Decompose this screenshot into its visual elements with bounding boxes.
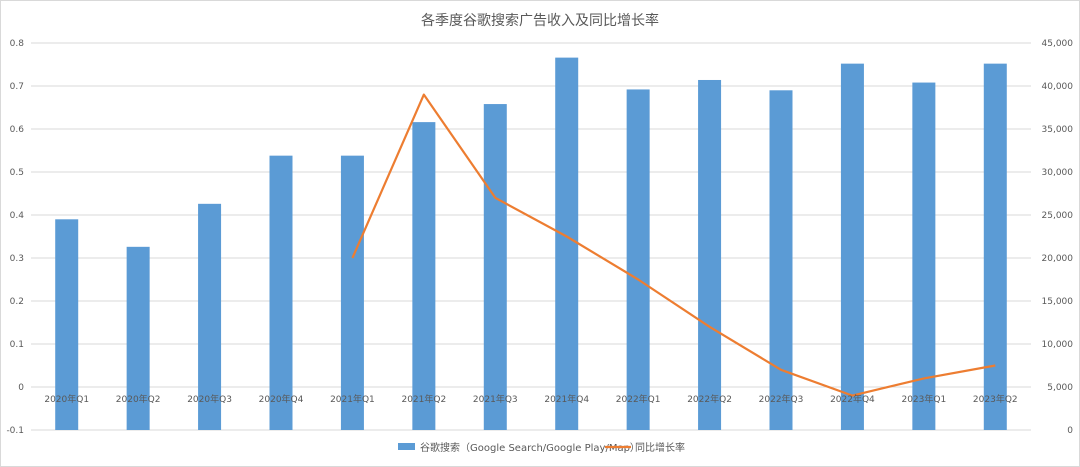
bar [555, 57, 579, 431]
chart-title: 各季度谷歌搜索广告收入及同比增长率 [421, 12, 659, 29]
bar [126, 246, 150, 430]
y-left-tick-label: 0.2 [10, 297, 24, 307]
x-tick-label: 2023年Q2 [973, 393, 1018, 405]
y-left-tick-label: 0 [18, 383, 24, 393]
bar [340, 155, 364, 430]
bar [983, 63, 1007, 430]
x-tick-label: 2022年Q1 [616, 393, 661, 405]
x-tick-label: 2022年Q4 [830, 393, 875, 405]
y-left-tick-label: 0.1 [10, 340, 24, 350]
x-tick-label: 2021年Q2 [401, 393, 446, 405]
x-tick-label: 2022年Q2 [687, 393, 732, 405]
right-axis: 0 5,000 10,000 15,000 20,000 25,000 30,000 35,0… [1042, 39, 1074, 436]
legend-label-line: 同比增长率 [635, 441, 685, 454]
x-tick-label: 2020年Q1 [44, 393, 89, 405]
y-right-tick-label: 35,000 [1042, 125, 1074, 135]
legend-label-bar: 谷歌搜索（Google Search/Google Play/Map） [420, 441, 640, 454]
x-tick-label: 2023年Q1 [901, 393, 946, 405]
y-right-tick-label: 0 [1067, 426, 1073, 436]
y-right-tick-label: 25,000 [1042, 211, 1074, 221]
left-axis: -0.1 0 0.1 0.2 0.3 0.4 0.5 0.6 0.7 0.8 [6, 39, 24, 436]
y-right-tick-label: 15,000 [1042, 297, 1074, 307]
bar [198, 203, 222, 430]
bar [840, 63, 864, 430]
bar [626, 89, 650, 430]
y-right-tick-label: 30,000 [1042, 168, 1074, 178]
y-right-tick-label: 20,000 [1042, 254, 1074, 264]
y-left-tick-label: 0.3 [10, 254, 24, 264]
x-tick-label: 2021年Q3 [473, 393, 518, 405]
y-left-tick-label: 0.8 [10, 39, 25, 49]
legend: 谷歌搜索（Google Search/Google Play/Map） 同比增长… [398, 441, 685, 454]
y-right-tick-label: 10,000 [1042, 340, 1074, 350]
y-right-tick-label: 45,000 [1042, 39, 1074, 49]
bar [698, 79, 722, 430]
growth-line [351, 93, 996, 397]
legend-swatch-bar [398, 443, 415, 450]
x-tick-label: 2020年Q3 [187, 393, 232, 405]
x-tick-label: 2021年Q1 [330, 393, 375, 405]
y-left-tick-label: 0.5 [10, 168, 24, 178]
y-left-tick-label: 0.4 [10, 211, 25, 221]
y-left-tick-label: 0.7 [10, 82, 24, 92]
y-left-tick-label: 0.6 [10, 125, 25, 135]
bar [269, 155, 293, 430]
bar [912, 82, 936, 430]
x-tick-label: 2021年Q4 [544, 393, 589, 405]
x-axis: 2020年Q1 2020年Q2 2020年Q3 2020年Q4 2021年Q1 2021年… [44, 393, 1017, 405]
bar [412, 122, 436, 431]
line-series [351, 93, 996, 397]
bar [55, 219, 79, 430]
y-right-tick-label: 5,000 [1047, 383, 1073, 393]
bar [769, 90, 793, 431]
x-tick-label: 2020年Q2 [116, 393, 161, 405]
gridlines [31, 42, 1031, 431]
y-left-tick-label: -0.1 [6, 426, 24, 436]
bar-series [55, 57, 1007, 431]
x-tick-label: 2022年Q3 [759, 393, 804, 405]
y-right-tick-label: 40,000 [1042, 82, 1074, 92]
x-tick-label: 2020年Q4 [259, 393, 304, 405]
bar [483, 104, 507, 430]
